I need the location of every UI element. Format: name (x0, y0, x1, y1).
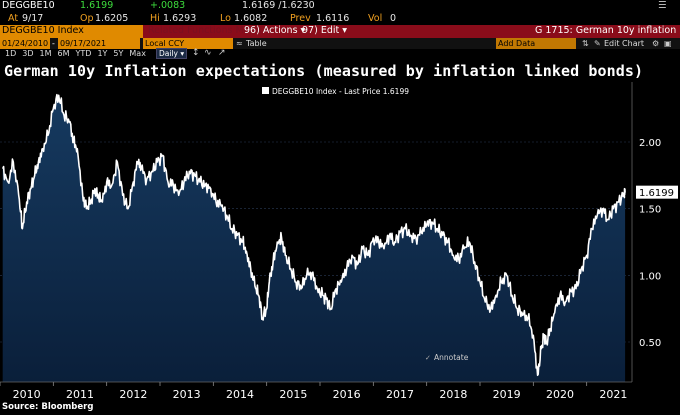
source-note: Source: Bloomberg (2, 402, 94, 412)
menu-icon[interactable]: ☰ (658, 0, 667, 11)
compare-icon[interactable]: ↕ (192, 48, 200, 58)
x-tick-label: 2018 (439, 388, 467, 401)
chart-legend: DEGGBE10 Index - Last Price 1.6199 (262, 87, 409, 96)
x-tick-label: 2013 (173, 388, 201, 401)
edit-label: Edit (320, 25, 340, 36)
high-label: Hi (150, 13, 160, 24)
line-chart-icon[interactable]: ∿ (204, 48, 212, 58)
x-tick-label: 2012 (119, 388, 147, 401)
range-bar: 1D 3D 1M 6M YTD 1Y 5Y Max Daily ▾ ↕ ∿ ↗ (0, 48, 680, 60)
last-price-tag-label: 1.6199 (639, 188, 674, 199)
y-tick-label: 2.00 (639, 138, 661, 149)
x-axis: 2010 2011 2012 2013 2014 2015 2016 2017 2018 2019… (0, 381, 632, 401)
range-button-6m[interactable]: 6M (57, 49, 70, 58)
add-data-input[interactable]: Add Data (496, 38, 576, 49)
x-tick-label: 2021 (599, 388, 627, 401)
prev-value: 1.6116 (316, 13, 350, 24)
y-tick-label: 0.50 (639, 338, 661, 349)
x-tick-label: 2014 (226, 388, 254, 401)
legend-swatch (262, 87, 269, 94)
actions-label: Actions (262, 25, 298, 36)
start-date-input[interactable]: 01/24/2010 (0, 38, 50, 49)
range-button-3d[interactable]: 3D (22, 49, 34, 58)
range-button-ytd[interactable]: YTD (75, 49, 92, 58)
end-date-input[interactable]: 09/17/2021 (58, 38, 140, 49)
vol-value: 0 (390, 13, 397, 24)
open-value: 1.6205 (95, 13, 129, 24)
range-button-1m[interactable]: 1M (39, 49, 52, 58)
x-tick-label: 2010 (13, 388, 41, 401)
high-value: 1.6293 (163, 13, 197, 24)
frequency-label: Daily (159, 49, 178, 58)
header-row-quote: DEGGBE10 1.6199 +.0083 1.6169 /1.6230 ☰ (0, 0, 680, 13)
range-button-max[interactable]: Max (129, 49, 146, 58)
last-price-tag: 1.6199 (636, 185, 678, 199)
trend-icon[interactable]: ↗ (218, 48, 226, 58)
net-change: +.0083 (150, 0, 186, 11)
edit-number: 97 (302, 25, 315, 36)
range-buttons: 1D 3D 1M 6M YTD 1Y 5Y Max (2, 48, 149, 60)
low-label: Lo (220, 13, 231, 24)
at-label: At (8, 13, 19, 24)
x-tick-label: 2019 (493, 388, 521, 401)
annotate-icon: ✓ (425, 354, 431, 362)
chart-area[interactable]: 0.501.001.502.00 2010 2011 2012 2013 2014 201… (0, 82, 680, 402)
x-tick-label: 2017 (386, 388, 414, 401)
x-tick-label: 2015 (279, 388, 307, 401)
sort-icon[interactable]: ⇅ (582, 39, 589, 48)
ticker-label: DEGGBE10 (2, 0, 55, 11)
annotate-label: Annotate (434, 353, 469, 362)
annotate-button: ✓ Annotate (425, 353, 469, 362)
range-button-5y[interactable]: 5Y (113, 49, 124, 58)
actions-number: 96 (244, 25, 257, 36)
x-tick-label: 2020 (546, 388, 574, 401)
table-button[interactable]: Table (246, 39, 267, 48)
prev-label: Prev (290, 13, 311, 24)
x-tick-label: 2011 (66, 388, 94, 401)
y-axis: 0.50 1.00 1.50 2.00 (631, 82, 661, 382)
toolbar: DEGGBE10 Index Related Functions Menu 96… (0, 25, 680, 38)
low-value: 1.6082 (234, 13, 268, 24)
chart-type-icon[interactable]: ≈ (236, 39, 243, 48)
edit-chart-button[interactable]: Edit Chart (604, 39, 645, 48)
frequency-select[interactable]: Daily ▾ (156, 48, 188, 59)
actions-menu[interactable]: 96) Actions ▾ (244, 25, 306, 36)
x-tick-label: 2016 (333, 388, 361, 401)
settings-gear-icon[interactable]: ⚙ (652, 39, 660, 48)
series-line (1, 93, 626, 377)
series-area-fill (2, 94, 626, 382)
edit-menu[interactable]: 97) Edit ▾ (302, 25, 348, 36)
bid-ask: 1.6169 /1.6230 (242, 0, 315, 11)
chart-name: G 1715: German 10y inflation (535, 25, 677, 36)
header-row-stats: At 9/17 Op 1.6205 Hi 1.6293 Lo 1.6082 Pr… (0, 13, 680, 25)
open-label: Op (80, 13, 94, 24)
legend-label: DEGGBE10 Index - Last Price 1.6199 (272, 87, 409, 96)
chart-help-icon[interactable]: ▣ (664, 39, 672, 48)
at-value: 9/17 (22, 13, 44, 24)
range-button-1y[interactable]: 1Y (97, 49, 108, 58)
last-price: 1.6199 (80, 0, 114, 11)
chart-title: German 10y Inflation expectations (measu… (4, 62, 644, 80)
vol-label: Vol (368, 13, 383, 24)
range-button-1d[interactable]: 1D (5, 49, 17, 58)
pencil-icon[interactable]: ✎ (594, 39, 601, 48)
y-tick-label: 1.00 (639, 271, 661, 282)
controls-bar: 01/24/2010 - 09/17/2021 Local CCY ≈ Tabl… (0, 38, 680, 49)
security-field[interactable]: DEGGBE10 Index (0, 25, 143, 38)
last-price-tag-box (636, 185, 678, 199)
y-tick-label: 1.50 (639, 205, 661, 216)
related-functions-hint[interactable]: Related Functions Menu (148, 25, 262, 36)
currency-select[interactable]: Local CCY (143, 38, 233, 49)
